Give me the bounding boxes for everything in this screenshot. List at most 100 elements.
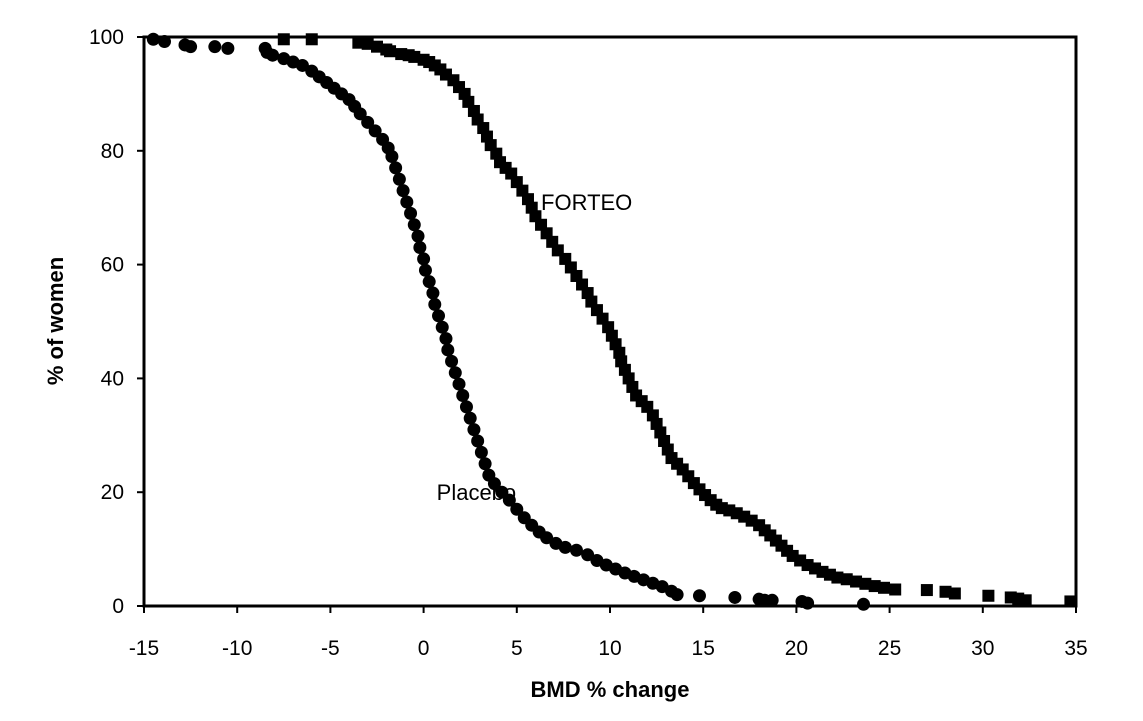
forteo-point (831, 571, 844, 584)
x-axis-title: BMD % change (531, 677, 690, 702)
forteo-point (889, 583, 902, 596)
placebo-point (432, 309, 446, 323)
forteo-point (850, 575, 863, 588)
placebo-point (478, 457, 492, 471)
placebo-point (295, 58, 309, 72)
placebo-point (581, 548, 595, 562)
placebo-point (400, 195, 414, 209)
forteo-point (948, 587, 961, 600)
placebo-point (428, 297, 442, 311)
placebo-point (184, 40, 198, 54)
data-markers (146, 32, 1077, 611)
forteo-point (352, 36, 365, 49)
placebo-point (439, 332, 453, 346)
placebo-point (404, 206, 418, 220)
forteo-point (408, 50, 421, 63)
placebo-point (692, 589, 706, 603)
x-tick-label: 10 (598, 637, 621, 660)
placebo-point (361, 115, 375, 129)
y-tick-label: 20 (101, 481, 124, 504)
forteo-point (723, 504, 736, 517)
placebo-point (463, 411, 477, 425)
placebo-point (456, 388, 470, 402)
placebo-point (353, 107, 367, 121)
placebo-point (413, 241, 427, 255)
y-axis-title: % of women (43, 257, 68, 385)
forteo-point (384, 45, 397, 58)
placebo-point (158, 35, 172, 49)
forteo-point (982, 589, 995, 602)
placebo-point (558, 540, 572, 554)
placebo-point (569, 543, 583, 557)
placebo-point (471, 434, 485, 448)
y-tick-label: 80 (101, 140, 124, 163)
x-tick-label: 0 (418, 637, 430, 660)
forteo-point (462, 95, 475, 108)
placebo-point (396, 184, 410, 198)
placebo-point (540, 531, 554, 545)
x-tick-label: 35 (1064, 637, 1087, 660)
y-tick-label: 40 (101, 367, 124, 390)
forteo-point (939, 585, 952, 598)
placebo-point (385, 149, 399, 163)
forteo-point (371, 40, 383, 53)
placebo-point (417, 252, 431, 266)
placebo-point (467, 423, 481, 437)
placebo-point (221, 41, 235, 55)
forteo-point (277, 33, 290, 46)
placebo-point (474, 445, 488, 459)
forteo-point (1019, 594, 1032, 607)
series-annotations: FORTEO Placebo (437, 190, 633, 505)
x-axis-ticks: -15 -10 -5 0 5 10 15 20 25 30 35 (129, 606, 1088, 660)
placebo-point (435, 320, 449, 334)
placebo-point (392, 172, 406, 186)
placebo-point (389, 161, 403, 175)
placebo-point (422, 275, 436, 289)
placebo-point (728, 590, 742, 604)
forteo-point (859, 577, 872, 590)
x-tick-label: 20 (785, 637, 808, 660)
placebo-point (857, 597, 871, 611)
x-tick-label: -5 (321, 637, 340, 660)
series-label-placebo: Placebo (437, 480, 517, 505)
placebo-point (208, 40, 222, 54)
placebo-point (765, 593, 779, 607)
placebo-point (426, 286, 440, 300)
forteo-point (868, 580, 881, 593)
forteo-point (361, 37, 374, 50)
placebo-point (445, 354, 459, 368)
forteo-point (715, 502, 728, 515)
forteo-point (1064, 595, 1077, 608)
placebo-point (411, 229, 425, 243)
x-tick-label: 15 (692, 637, 715, 660)
placebo-point (407, 218, 421, 232)
forteo-point (305, 33, 318, 46)
series-label-forteo: FORTEO (541, 190, 632, 215)
placebo-point (670, 588, 684, 602)
forteo-point (878, 581, 891, 594)
placebo-point (441, 343, 455, 357)
y-tick-label: 0 (112, 595, 124, 618)
x-tick-label: 30 (971, 637, 994, 660)
x-tick-label: -10 (222, 637, 252, 660)
placebo-point (487, 477, 501, 491)
placebo-point (801, 596, 815, 610)
forteo-point (840, 573, 853, 586)
x-tick-label: 5 (511, 637, 523, 660)
placebo-point (459, 400, 473, 414)
placebo-point (368, 124, 382, 138)
y-tick-label: 100 (89, 26, 124, 49)
placebo-point (266, 48, 280, 62)
y-tick-label: 60 (101, 254, 124, 277)
placebo-point (502, 493, 516, 507)
placebo-point (452, 377, 466, 391)
y-axis-ticks: 0 20 40 60 80 100 (89, 26, 144, 618)
placebo-point (418, 263, 432, 277)
placebo-point (448, 366, 462, 380)
x-tick-label: 25 (878, 637, 901, 660)
forteo-point (920, 584, 933, 597)
x-tick-label: -15 (129, 637, 159, 660)
placebo-point (146, 32, 160, 46)
placebo-point (510, 502, 524, 516)
